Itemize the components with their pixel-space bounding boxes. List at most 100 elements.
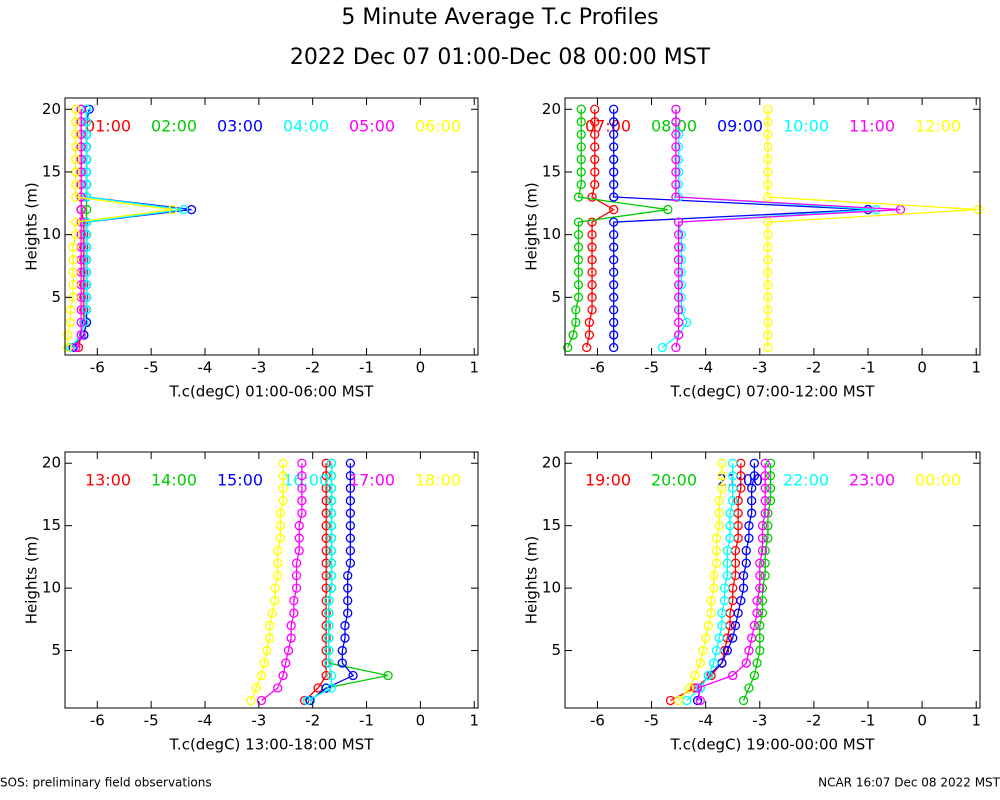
x-axis-label: T.c(degC) 07:00-12:00 MST	[670, 383, 876, 401]
profile-point	[81, 179, 92, 190]
profile-point	[744, 683, 754, 693]
profile-point	[609, 204, 619, 215]
profile-point	[345, 483, 356, 493]
profile-point	[81, 192, 92, 202]
title: 5 Minute Average T.c Profiles	[341, 5, 658, 30]
profile-point	[673, 305, 684, 315]
profile-point	[755, 583, 765, 593]
profile-point	[246, 695, 256, 706]
profile-point	[326, 496, 337, 506]
profile-point	[741, 546, 751, 556]
profile-point	[345, 533, 356, 543]
profile-point	[671, 192, 681, 202]
profile-point	[757, 533, 768, 543]
profile-point	[722, 645, 732, 656]
profile-point	[722, 546, 732, 556]
profile-point	[590, 167, 600, 177]
profile-point	[326, 558, 337, 568]
profile-point	[76, 330, 86, 340]
profile-point	[345, 521, 356, 531]
profile-point	[763, 305, 773, 315]
profile-line	[250, 463, 284, 701]
profile-point	[79, 280, 89, 290]
profile-point	[760, 508, 770, 518]
profile-point	[576, 142, 586, 152]
y-tick-label: 15	[42, 162, 61, 180]
profile-point	[587, 217, 597, 227]
profile-point	[326, 483, 337, 493]
profile-point	[757, 583, 768, 593]
y-tick-label: 5	[51, 288, 61, 306]
profile-point	[71, 117, 81, 127]
profile-point	[671, 129, 681, 140]
profile-point	[676, 280, 686, 290]
profile-point	[79, 292, 89, 302]
profile-point	[321, 633, 331, 643]
profile-line	[613, 109, 869, 348]
profile-point	[728, 633, 738, 643]
profile-point	[76, 167, 86, 177]
profile-point	[719, 595, 730, 606]
legend-entry: 13:00	[85, 471, 131, 490]
profile-point	[755, 570, 765, 581]
legend-entry: 12:00	[915, 117, 961, 136]
profile-point	[763, 192, 773, 202]
y-axis-label: Heights (m)	[23, 536, 41, 624]
profile-point	[68, 280, 78, 290]
profile-point	[673, 154, 684, 165]
x-tick-label: -6	[90, 712, 105, 730]
profile-point	[345, 496, 356, 506]
profile-point	[714, 633, 724, 643]
profile-point	[79, 242, 89, 252]
profile-point	[321, 471, 331, 481]
y-axis-label: Heights (m)	[23, 182, 41, 270]
profile-point	[717, 608, 727, 618]
legend-entry: 06:00	[415, 117, 461, 136]
profile-line	[567, 109, 668, 348]
legend-entry: 01:00	[85, 117, 131, 136]
profile-point	[573, 267, 584, 277]
profile-point	[609, 192, 619, 202]
x-tick-label: 1	[971, 712, 981, 730]
profile-point	[671, 142, 681, 152]
profile-point	[576, 179, 586, 190]
profile-point	[326, 583, 337, 593]
profile-point	[302, 695, 312, 706]
y-tick-label: 5	[551, 288, 561, 306]
plot-frame	[564, 97, 981, 356]
profile-point	[324, 620, 334, 631]
profile-point	[76, 305, 86, 315]
profile-point	[76, 142, 86, 152]
profile-point	[573, 229, 584, 240]
profile-line	[67, 109, 173, 348]
profile-point	[383, 670, 393, 681]
x-axis-label: T.c(degC) 19:00-00:00 MST	[670, 736, 876, 754]
profile-point	[609, 217, 619, 227]
profile-point	[609, 154, 619, 165]
profile-point	[326, 508, 337, 518]
profile-point	[273, 558, 283, 568]
profile-point	[348, 670, 358, 681]
profile-point	[760, 570, 770, 581]
profile-point	[573, 280, 584, 290]
profile-point	[871, 204, 881, 215]
legend-entry: 02:00	[151, 117, 197, 136]
profile-point	[68, 267, 78, 277]
y-tick-label: 15	[542, 162, 561, 180]
y-tick-label: 20	[542, 100, 561, 118]
profile-point	[760, 496, 770, 506]
profile-point	[278, 496, 288, 506]
profile-point	[728, 483, 738, 493]
profile-point	[275, 533, 286, 543]
x-tick-label: -1	[359, 359, 374, 377]
profile-point	[747, 508, 757, 518]
profile-point	[673, 129, 684, 140]
profile-point	[76, 179, 86, 190]
profile-point	[81, 280, 92, 290]
profile-point	[590, 129, 600, 140]
profile-point	[673, 229, 684, 240]
profile-point	[321, 620, 331, 631]
profile-point	[590, 154, 600, 165]
x-tick-label: -6	[90, 359, 105, 377]
profile-point	[262, 645, 272, 656]
